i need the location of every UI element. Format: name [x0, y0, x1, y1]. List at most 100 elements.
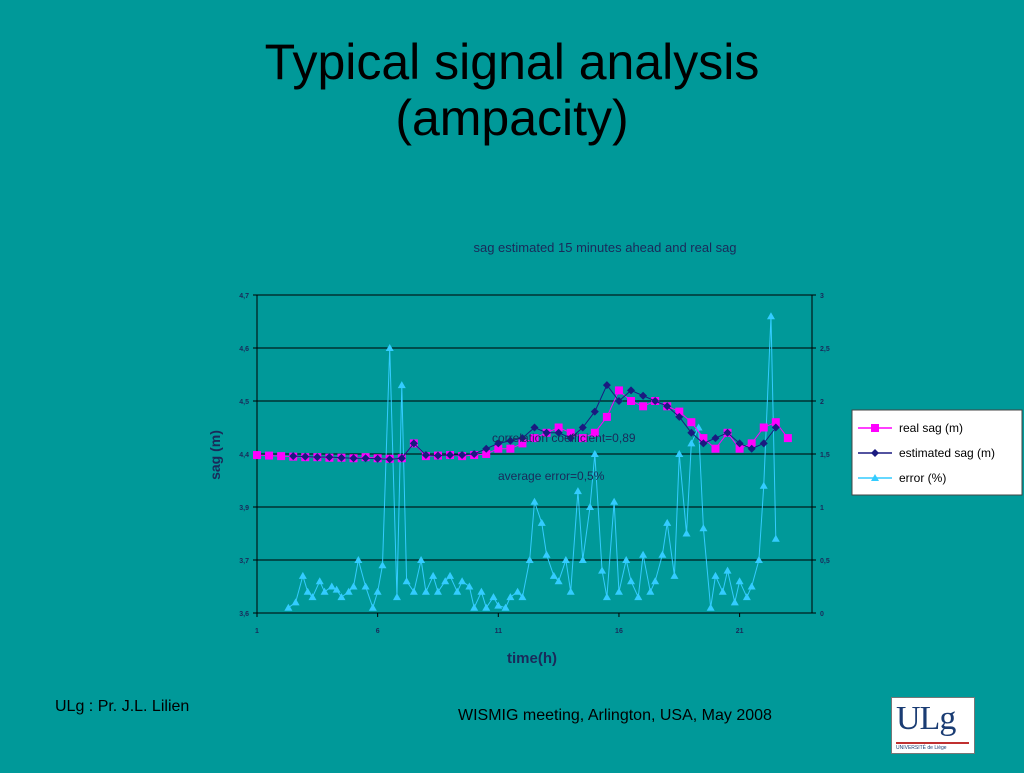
data-point [470, 450, 479, 458]
data-point [687, 428, 696, 437]
data-point [409, 587, 418, 595]
data-point [513, 587, 522, 595]
data-point [446, 451, 455, 460]
data-point [518, 434, 527, 443]
data-point [284, 603, 293, 611]
data-point [409, 439, 418, 448]
data-point [385, 455, 394, 464]
legend-marker [871, 474, 879, 481]
y-tick-label-left: 4,6 [239, 346, 249, 353]
data-point [530, 423, 539, 432]
data-point [433, 451, 442, 460]
data-point [325, 453, 334, 462]
data-point [711, 571, 720, 579]
data-point [610, 497, 619, 505]
y-axis-label: sag (m) [207, 430, 223, 480]
data-point [687, 439, 696, 447]
data-point [494, 444, 503, 453]
x-tick-label: 16 [615, 628, 623, 635]
data-point [378, 561, 387, 569]
data-point [627, 386, 636, 395]
data-point [537, 518, 546, 526]
data-point [298, 571, 307, 579]
x-axis-label: time(h) [507, 650, 557, 667]
data-point [349, 582, 358, 590]
legend-marker [871, 424, 879, 432]
data-point [566, 587, 575, 595]
data-point [675, 450, 684, 457]
data-point [590, 407, 599, 416]
data-point [627, 397, 636, 405]
footer-author: ULg : Pr. J.L. Lilien [55, 698, 190, 715]
legend-label: estimated sag (m) [899, 446, 995, 460]
data-point [332, 585, 341, 593]
data-point [759, 423, 768, 432]
data-point [327, 582, 336, 590]
data-point [402, 577, 411, 585]
data-point [470, 603, 479, 611]
ulg-logo: ULg UNIVERSITÉ de Liège [891, 697, 975, 754]
data-point [458, 451, 467, 460]
data-point [385, 344, 394, 351]
data-point [549, 571, 558, 579]
y-tick-label-right: 2 [820, 399, 824, 406]
data-point [530, 434, 539, 443]
data-point [433, 587, 442, 595]
y-tick-label-left: 4,4 [239, 452, 249, 459]
data-point [494, 601, 503, 609]
data-point [735, 577, 744, 585]
data-point [687, 418, 696, 427]
y-tick-label-left: 4,7 [239, 293, 249, 300]
data-point [397, 454, 406, 463]
data-point [506, 436, 515, 445]
data-point [627, 577, 636, 585]
x-tick-label: 11 [495, 628, 503, 635]
data-point [747, 582, 756, 590]
data-point [542, 550, 551, 558]
data-point [602, 412, 611, 421]
data-point [578, 556, 587, 563]
data-point [711, 444, 720, 453]
data-point [651, 577, 660, 585]
data-point [573, 487, 582, 495]
data-point [361, 582, 370, 590]
data-point [554, 428, 563, 437]
data-point [313, 453, 322, 462]
data-point [291, 598, 300, 606]
data-point [771, 534, 780, 542]
data-point [747, 439, 756, 448]
data-point [518, 593, 527, 601]
data-point [453, 587, 462, 595]
data-point [337, 593, 346, 601]
data-point [506, 444, 515, 453]
data-point [265, 451, 274, 460]
data-point [658, 550, 667, 558]
data-point [699, 524, 708, 532]
data-point [482, 603, 491, 611]
data-point [482, 450, 491, 458]
ulg-logo-subtext: UNIVERSITÉ de Liège [896, 745, 947, 751]
legend-items: real sag (m) estimated sag (m) error (%) [858, 421, 995, 485]
chart-title: sag estimated 15 minutes ahead and real … [473, 240, 736, 255]
data-point [392, 593, 401, 601]
legend: real sag (m) estimated sag (m) error (%) [851, 409, 1023, 496]
data-point [614, 386, 623, 395]
data-point [465, 582, 474, 590]
y-tick-label-right: 0,5 [820, 558, 830, 565]
data-point [730, 598, 739, 606]
data-point [530, 497, 539, 505]
data-point [344, 587, 353, 595]
data-point [723, 566, 732, 574]
data-point [699, 434, 708, 443]
data-point [766, 312, 775, 320]
slide-title-line2: (ampacity) [395, 90, 629, 146]
data-point [397, 381, 406, 389]
data-point [590, 450, 599, 457]
data-point [578, 423, 587, 432]
data-point [723, 428, 732, 437]
data-point [566, 434, 575, 443]
data-point [429, 571, 438, 579]
series-layer [253, 312, 792, 611]
data-point [506, 593, 515, 601]
